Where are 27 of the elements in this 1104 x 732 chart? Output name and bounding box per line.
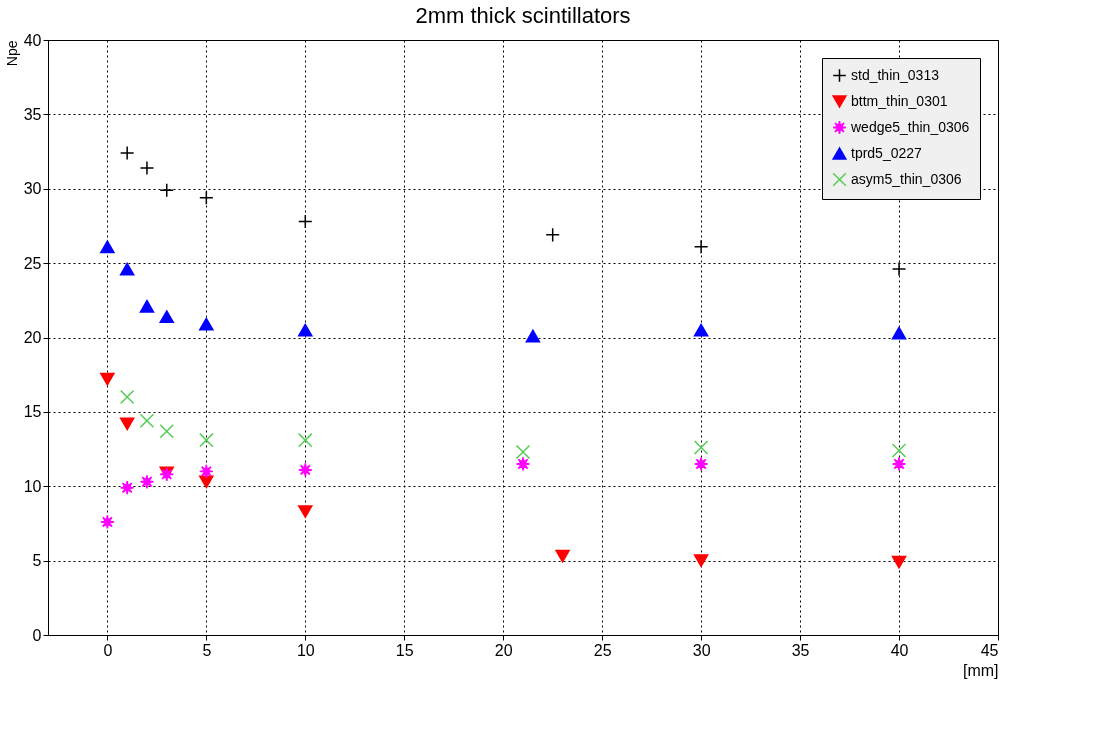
legend-label: std_thin_0313 xyxy=(851,66,940,83)
y-tick-label: 35 xyxy=(23,105,42,123)
y-tick-label: 10 xyxy=(23,477,42,495)
y-tick-label: 25 xyxy=(23,254,42,272)
y-tick-label: 15 xyxy=(23,403,42,421)
legend-label: tprd5_0227 xyxy=(851,144,923,161)
x-tick-label: 40 xyxy=(890,641,909,659)
x-tick-label: 0 xyxy=(103,641,113,659)
x-axis-title: [mm] xyxy=(962,661,999,679)
legend-label: bttm_thin_0301 xyxy=(851,92,948,109)
x-tick-label: 20 xyxy=(494,641,513,659)
x-tick-label: 5 xyxy=(202,641,212,659)
y-axis-title: Npe xyxy=(3,40,20,67)
y-tick-label: 5 xyxy=(32,552,42,570)
chart-title: 2mm thick scintillators xyxy=(415,3,631,28)
y-tick-label: 0 xyxy=(32,626,42,644)
x-tick-label: 45 xyxy=(980,641,999,659)
y-tick-label: 20 xyxy=(23,329,42,346)
y-tick-label: 40 xyxy=(23,31,42,49)
x-tick-label: 30 xyxy=(692,641,711,659)
x-tick-label: 10 xyxy=(296,641,315,659)
legend-label: asym5_thin_0306 xyxy=(851,170,962,187)
legend-label: wedge5_thin_0306 xyxy=(850,118,970,135)
x-tick-label: 25 xyxy=(593,641,612,659)
x-tick-label: 35 xyxy=(791,641,810,659)
x-tick-label: 15 xyxy=(395,641,414,659)
y-tick-label: 30 xyxy=(23,180,42,198)
